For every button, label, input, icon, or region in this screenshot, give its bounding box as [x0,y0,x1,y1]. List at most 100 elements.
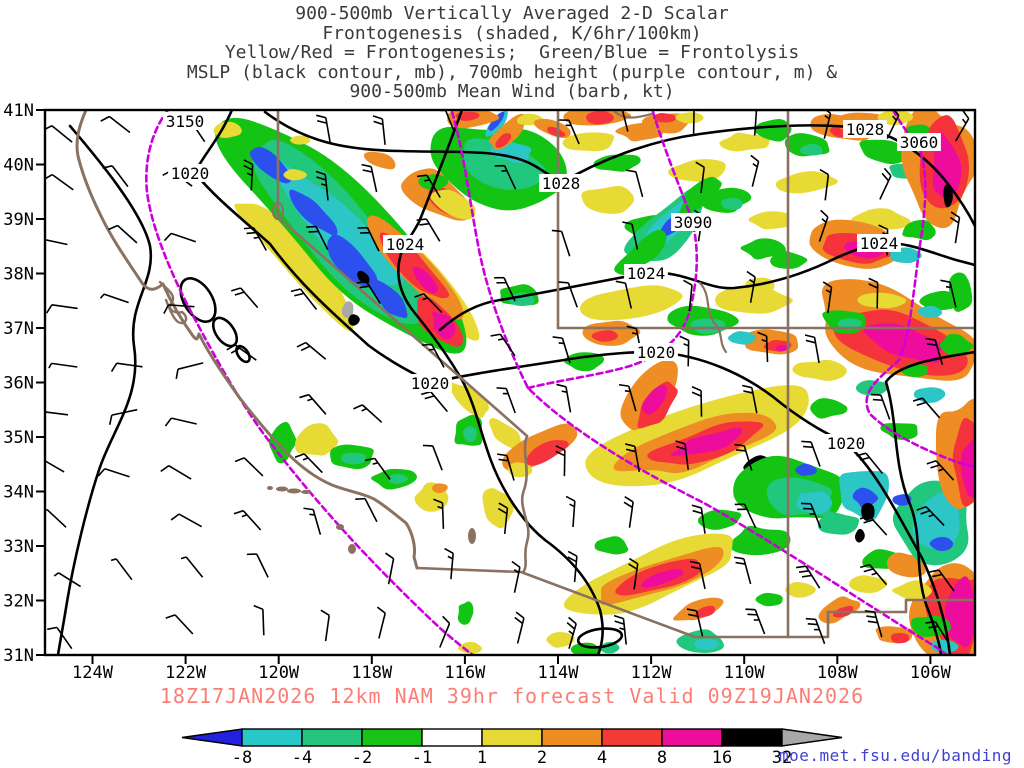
wind-barb-glyph [626,169,644,198]
wind-barb [372,115,386,145]
wind-barb [160,465,192,480]
wind-barb [626,169,644,198]
shading-blob [727,331,756,345]
wind-barb [444,547,454,580]
wind-barb-glyph [320,609,331,642]
wind-barb [818,209,829,242]
shading-blob [447,381,489,418]
shading-blob [264,153,404,286]
wind-barb-glyph [955,110,970,142]
shading-blob [357,270,370,284]
geography [75,110,975,639]
wind-barb-glyph [243,226,267,251]
wind-barb [750,154,760,187]
wind-barb-glyph [165,614,194,635]
wind-barb-glyph [567,550,578,583]
wind-barb [416,174,441,198]
wind-barb [742,384,758,414]
wind-barb [230,287,259,309]
wind-barb-glyph [414,293,443,314]
wind-barb-glyph [422,444,443,471]
frontogenesis-shading [213,110,975,655]
contour-label-text: 1020 [171,164,210,183]
wind-barb [868,277,879,309]
wind-barb-glyph [290,288,318,310]
wind-barb-glyph [243,159,254,191]
shading-blob [929,537,954,551]
wind-barb-glyph [45,303,78,314]
wind-barb-glyph [163,304,195,314]
shading-blob [249,146,292,184]
wind-barb [299,393,327,415]
wind-barb-glyph [45,508,67,528]
wind-barb [422,444,443,471]
wind-barb [48,362,78,369]
shading-blob [679,176,722,215]
wind-barb-glyph [695,161,705,194]
wind-barb-glyph [164,417,197,427]
wind-barb-glyph [444,547,454,580]
wind-barb [747,110,758,136]
wind-barb-glyph [306,225,329,251]
wind-barb [879,167,892,200]
shading-blob [673,597,724,621]
wind-barb [916,505,945,526]
lon-label: 120W [258,663,300,683]
wind-barb-glyph [102,165,129,188]
shading-blob [641,568,683,588]
wind-barb [45,458,65,473]
wind-barb [734,503,757,529]
title-line-3: Yellow/Red = Frontogenesis; Green/Blue =… [224,42,800,63]
contour-label-text: 1020 [827,434,866,453]
wind-barb-glyph [175,362,204,380]
wind-barb-glyph [925,620,950,645]
shading-blob [854,528,865,543]
wind-barb-glyph [618,383,637,412]
wind-barb-glyph [566,616,577,649]
wind-barb-glyph [496,387,516,414]
wind-barb-glyph [691,504,706,534]
colorbar-segment [541,728,603,747]
wind-barb-glyph [303,507,322,535]
credit-link[interactable]: moe.met.fsu.edu/banding [778,746,1012,765]
wind-barb-glyph [757,331,769,363]
state-border-ca-nv [276,110,529,438]
wind-barb-glyph [170,513,203,528]
wind-barb [165,614,194,635]
mslp-contour [884,350,975,655]
wind-barb-glyph [684,110,695,135]
wind-barb [175,362,204,380]
wind-barb-glyph [53,572,82,588]
colorbar-segment [481,728,543,747]
wind-barb-glyph [100,115,131,134]
wind-barb [555,445,566,477]
wind-barb [496,453,515,481]
shading-blob [775,345,789,352]
wind-barb-glyph [868,277,879,309]
contour-label-text: 1020 [637,343,676,362]
wind-barb-glyph [912,397,941,419]
colorbar-left-arrow [181,728,243,747]
wind-barb [315,170,329,201]
shading-blob [730,525,791,556]
wind-barb-glyph [886,110,900,139]
colorbar-tick-label: -8 [232,748,252,768]
shading-blob [670,427,742,456]
wind-barb [613,614,627,645]
wind-barb [745,608,766,635]
shading-blob [755,592,783,607]
wind-barb-glyph [556,383,572,413]
lat-label: 41N [3,101,34,121]
wind-barb-glyph [372,115,386,145]
wind-barb-glyph [416,174,441,198]
wind-barb [734,443,753,471]
wind-barb-glyph [316,114,332,144]
wind-barb-glyph [315,170,329,201]
wind-barb-glyph [750,154,760,187]
wind-barb-glyph [45,410,69,421]
wind-barb [864,609,883,638]
wind-barb-glyph [801,440,821,467]
wind-barb-glyph [555,445,566,477]
wind-barb [691,504,706,534]
wind-barb-glyph [160,465,192,480]
